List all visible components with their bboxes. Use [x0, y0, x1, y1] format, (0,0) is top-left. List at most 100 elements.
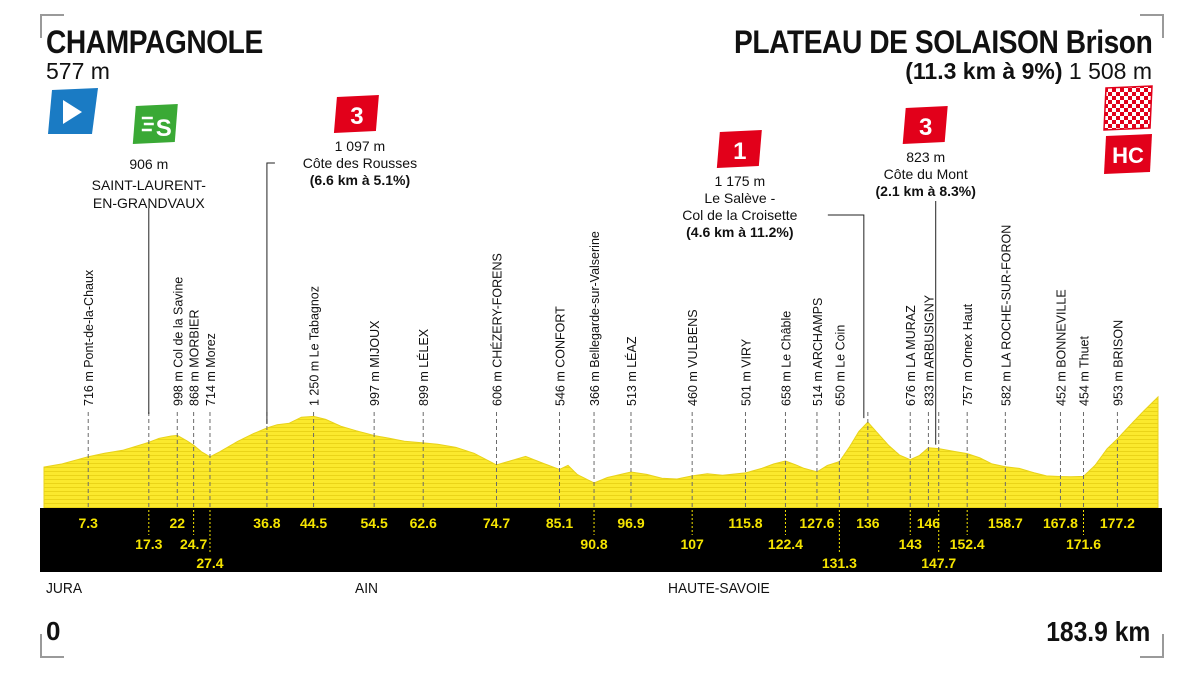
climb-badge [716, 130, 762, 168]
locality-label: 998 m Col de la Savine [171, 277, 185, 406]
finish-town: PLATEAU DE SOLAISON Brison [733, 24, 1153, 60]
km-label: 36.8 [253, 515, 280, 531]
locality-label: 658 m Le Châble [779, 311, 793, 406]
climb-category-icon: 1 [716, 130, 762, 168]
climb-name: Côte du Mont [884, 166, 968, 182]
km-label: 115.8 [728, 515, 762, 531]
locality-label: 514 m ARCHAMPS [811, 298, 825, 406]
climb-category-label: 3 [919, 114, 932, 141]
km-label: 44.5 [300, 515, 327, 531]
climb-category-icon: 3 [333, 95, 379, 133]
climb-altitude: 823 m [906, 149, 945, 165]
km-label: 136 [856, 515, 880, 531]
km-label: 54.5 [361, 515, 388, 531]
climb-stats: (2.1 km à 8.3%) [876, 183, 976, 199]
sprint-speed-lines [141, 116, 154, 132]
km-label: 143 [899, 536, 923, 552]
locality-label: 716 m Pont-de-la-Chaux [82, 269, 96, 406]
region-label-jura: JURA [46, 580, 83, 597]
sprint-altitude: 906 m [129, 156, 168, 172]
locality-label: 460 m VULBENS [686, 309, 700, 406]
sprint-location: SAINT-LAURENT- [92, 177, 207, 193]
km-label: 62.6 [410, 515, 437, 531]
locality-label: 366 m Bellegarde-sur-Valserine [588, 231, 602, 406]
region-label-ain: AIN [355, 580, 379, 597]
km-label: 122.4 [768, 536, 803, 552]
locality-label: 546 m CONFORT [554, 306, 568, 406]
climb-category-label: 1 [733, 138, 746, 165]
distance-start: 0 [46, 616, 61, 646]
climb-badge [333, 95, 379, 133]
km-label: 22 [169, 515, 185, 531]
locality-label: 606 m CHÉZERY-FORENS [490, 253, 505, 406]
locality-label: 997 m MIJOUX [368, 320, 382, 406]
frame-corner-tl [40, 14, 64, 38]
profile-area [43, 395, 1159, 509]
locality-label: 513 m LÉAZ [624, 336, 639, 406]
km-band [40, 508, 1162, 572]
km-label: 146 [917, 515, 941, 531]
sprint-badge-label: S [156, 115, 172, 142]
locality-label: 833 m ARBUSIGNY [922, 294, 936, 406]
frame-corner-br [1140, 634, 1164, 658]
km-label: 147.7 [921, 555, 956, 571]
km-label: 7.3 [78, 515, 98, 531]
climb-altitude: 1 097 m [335, 138, 386, 154]
locality-label: 452 m BONNEVILLE [1054, 289, 1068, 406]
climb-badge [1104, 134, 1152, 174]
km-label: 127.6 [799, 515, 834, 531]
locality-label: 676 m LA MURAZ [904, 305, 918, 406]
climb-altitude: 1 175 m [715, 173, 766, 189]
km-label: 171.6 [1066, 536, 1101, 552]
distance-total: 183.9 km [1045, 616, 1150, 647]
climb-name: Col de la Croisette [682, 207, 797, 223]
locality-label: 953 m BRISON [1111, 320, 1125, 406]
finish-climb-stats: (11.3 km à 9%) [905, 58, 1063, 84]
km-label: 167.8 [1043, 515, 1078, 531]
km-label: 152.4 [950, 536, 985, 552]
climb-category-label: 3 [350, 103, 363, 130]
climb-stats: (4.6 km à 11.2%) [686, 224, 793, 240]
locality-label: 582 m LA ROCHE-SUR-FORON [999, 225, 1013, 406]
climb-stats: (6.6 km à 5.1%) [310, 172, 410, 188]
km-label: 74.7 [483, 515, 510, 531]
sprint-location: EN-GRANDVAUX [93, 195, 205, 211]
climb-category-label: HC [1112, 143, 1144, 168]
climb-category-icon: 3 [902, 106, 948, 144]
km-label: 90.8 [580, 536, 607, 552]
sprint-icon: S [132, 104, 178, 144]
start-altitude: 577 m [46, 58, 110, 84]
start-flag-arrow [63, 100, 82, 124]
climb-category-icon: HC [1104, 134, 1152, 174]
climb-leader-line [266, 162, 275, 424]
finish-flag-checker [1103, 85, 1153, 131]
km-label: 24.7 [180, 536, 207, 552]
frame-corner-bl [40, 634, 64, 658]
start-town: CHAMPAGNOLE [46, 24, 263, 60]
climb-name: Côte des Rousses [303, 155, 417, 171]
locality-label: 1 250 m Le Tabagnoz [308, 286, 322, 406]
climb-name: Le Salève - [704, 190, 775, 206]
finish-flag-icon [1103, 85, 1153, 131]
km-label: 177.2 [1100, 515, 1135, 531]
locality-label: 650 m Le Coin [833, 325, 847, 406]
locality-label: 714 m Morez [204, 333, 218, 406]
km-label: 96.9 [617, 515, 644, 531]
locality-label: 868 m MORBIER [188, 309, 202, 406]
locality-label: 899 m LÉLEX [416, 328, 431, 406]
sprint-badge [132, 104, 178, 144]
frame-corner-tr [1140, 14, 1164, 38]
climb-leader-line [827, 214, 865, 419]
km-label: 158.7 [988, 515, 1023, 531]
locality-label: 501 m VIRY [739, 338, 753, 406]
finish-details: (11.3 km à 9%) 1 508 m [905, 58, 1152, 85]
finish-altitude: 1 508 m [1068, 58, 1152, 84]
locality-label: 757 m Ornex Haut [961, 303, 975, 406]
km-label: 17.3 [135, 536, 162, 552]
km-label: 27.4 [196, 555, 223, 571]
locality-label: 454 m Thuet [1077, 336, 1091, 406]
km-label: 85.1 [546, 515, 573, 531]
km-label: 131.3 [822, 555, 857, 571]
